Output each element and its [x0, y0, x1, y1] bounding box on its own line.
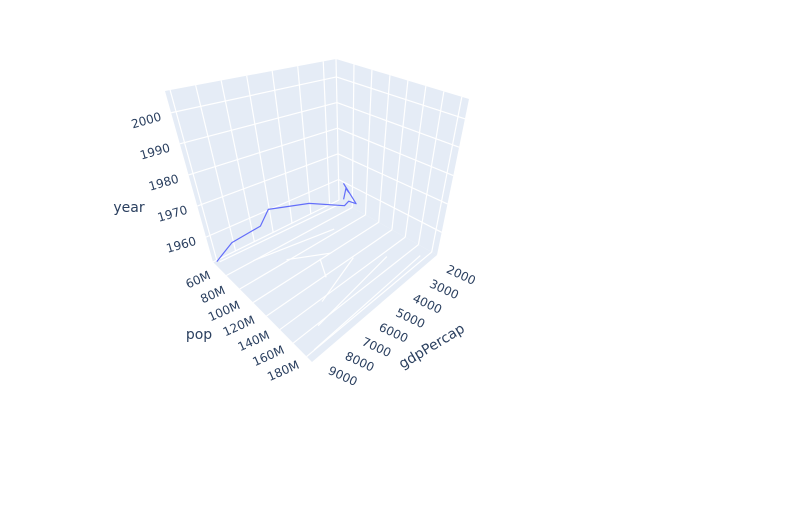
- gridline-year-back: [179, 102, 338, 145]
- pop-tick-label: 60M: [183, 268, 212, 291]
- gridline-year-back: [197, 153, 339, 207]
- floor-pane: [213, 200, 437, 362]
- gridline-gdp-right: [404, 85, 427, 238]
- gridline-gdp-right: [378, 75, 391, 223]
- gridline-year-right: [338, 178, 442, 233]
- gridline-gdp-floor: [292, 244, 419, 344]
- gridline-pop-floor: [313, 255, 421, 351]
- year-tick-label: 1970: [156, 203, 189, 225]
- pop-tick-label: 80M: [198, 283, 227, 306]
- pane-walls: [165, 59, 469, 362]
- year-tick-label: 1960: [165, 234, 198, 256]
- gdp-tick-label: 9000: [326, 363, 360, 389]
- gridline-gdp-floor: [226, 206, 353, 277]
- gridline-year-right: [337, 153, 448, 205]
- gridline-year-back: [188, 127, 338, 176]
- gridline-pop-back: [195, 85, 237, 252]
- gridline-year-right: [336, 76, 466, 120]
- year-tick-label: 1990: [138, 141, 171, 163]
- gridline-gdp-floor: [239, 214, 366, 290]
- gridline-pop-floor: [219, 204, 339, 263]
- gridline-gdp-floor: [306, 251, 433, 358]
- gridline-year-right: [336, 102, 460, 148]
- gridline-gdp-right: [417, 91, 445, 245]
- gridline-gdp-right: [391, 80, 409, 230]
- gridline-pop-back: [271, 70, 293, 224]
- back-wall-pane: [165, 59, 339, 262]
- gridline-pop-back: [322, 61, 331, 205]
- right-wall-pane: [336, 59, 469, 255]
- gridline-gdp-floor: [212, 199, 340, 263]
- data-lines: [216, 183, 357, 262]
- gridline-gdp-right: [351, 64, 355, 208]
- gridline-year-back: [170, 76, 337, 114]
- gridline-gdp-right: [364, 69, 373, 215]
- gridline-year-right: [337, 127, 454, 177]
- gridline-pop-back: [169, 89, 218, 261]
- year-tick-label: 1980: [147, 172, 180, 194]
- gridline-pop-back: [246, 75, 274, 233]
- gridline-gdp-floor: [266, 229, 393, 317]
- grid-lines: [169, 58, 466, 358]
- x-axis-title: gdpPercap: [396, 321, 468, 373]
- gridline-pop-back: [220, 80, 255, 242]
- gridline-gdp-right: [431, 96, 463, 253]
- gridline-gdp-floor: [279, 236, 406, 331]
- gridline-pop-floor: [319, 258, 327, 278]
- y-axis-title: pop: [186, 327, 212, 343]
- year-tick-label: 2000: [130, 110, 163, 132]
- z-axis-title: year: [113, 200, 144, 216]
- gridline-pop-floor: [252, 228, 335, 262]
- gridline-gdp-floor: [252, 221, 380, 304]
- gridline-pop-back: [297, 66, 312, 214]
- gridline-gdp-right: [335, 58, 340, 201]
- gridline-pop-floor: [286, 252, 331, 261]
- series-line: [216, 183, 357, 262]
